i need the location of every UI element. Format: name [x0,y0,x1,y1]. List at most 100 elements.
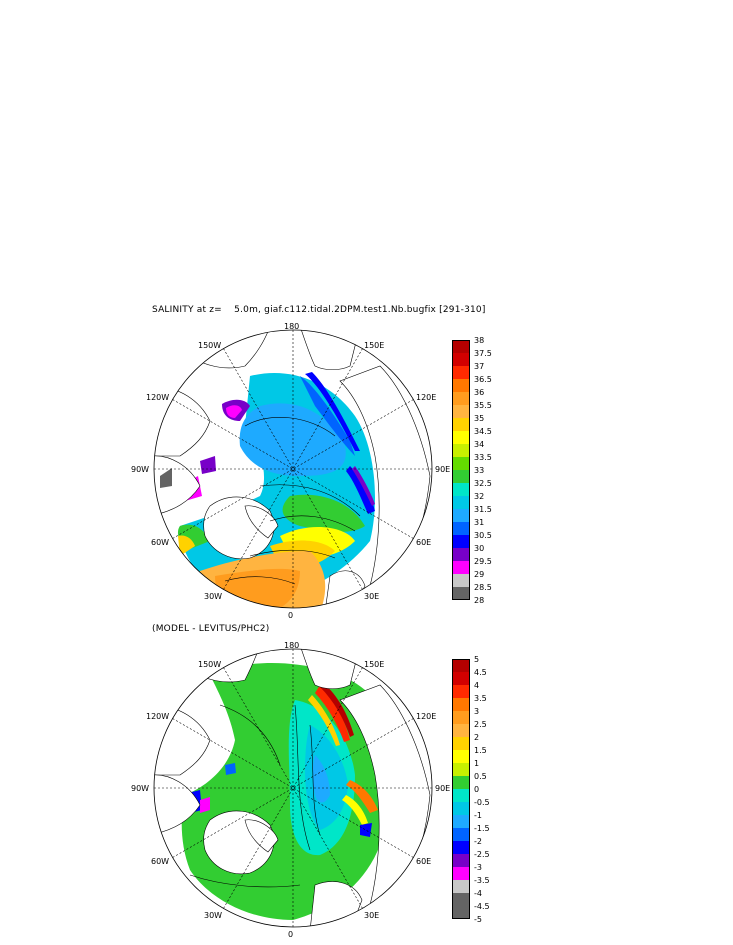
bottom-colorbar-label: -3.5 [474,876,490,885]
top-colorbar-label: 32.5 [474,479,492,488]
bottom-colorbar-segment [452,724,470,737]
top-colorbar-segment [452,379,470,392]
top-colorbar-segment [452,431,470,444]
bottom-colorbar-label: 2 [474,733,480,742]
bottom-colorbar-segment [452,802,470,815]
top-colorbar-label: 29.5 [474,557,492,566]
top-colorbar-label: 29 [474,570,485,579]
top-colorbar-label: 35 [474,414,485,423]
bottom-colorbar-segment [452,906,470,919]
top-colorbar-label: 33 [474,466,485,475]
bottom-lon-label-150e: 150E [364,660,385,669]
top-colorbar-label: 30 [474,544,485,553]
top-colorbar-label: 28 [474,596,485,605]
top-lon-label-30e: 30E [364,592,380,601]
top-colorbar-label: 33.5 [474,453,492,462]
bottom-colorbar-label: 2.5 [474,720,487,729]
bottom-colorbar-label: -0.5 [474,798,490,807]
top-colorbar-segment [452,457,470,470]
top-colorbar-segment [452,561,470,574]
top-lon-label-120e: 120E [416,393,437,402]
bottom-lon-label-120w: 120W [146,712,170,721]
top-colorbar-segment [452,548,470,561]
top-lon-label-60w: 60W [151,538,170,547]
bottom-colorbar-label: 1.5 [474,746,487,755]
top-colorbar-segment [452,392,470,405]
bottom-colorbar-segment [452,672,470,685]
bottom-colorbar-segment [452,854,470,867]
bottom-colorbar-label: -1.5 [474,824,490,833]
top-colorbar-segment [452,353,470,366]
bottom-colorbar-segment [452,828,470,841]
bottom-colorbar-segment [452,659,470,672]
top-colorbar-label: 31.5 [474,505,492,514]
top-lon-label-0: 0 [288,611,294,620]
bottom-colorbar: 5 4.5 4 3.5 3 2.5 2 1.5 1 0.5 0 -0.5 -1 -1.5 -2 -2.5 -3 -… [452,655,512,924]
bottom-colorbar-label: 4 [474,681,480,690]
top-salinity-map [153,329,433,609]
bottom-colorbar-label: 3 [474,707,480,716]
top-colorbar-label: 36 [474,388,485,397]
top-colorbar-label: 32 [474,492,485,501]
top-colorbar-segment [452,496,470,509]
bottom-lon-label-120e: 120E [416,712,437,721]
top-lon-label-60e: 60E [416,538,432,547]
top-lon-label-120w: 120W [146,393,170,402]
bottom-colorbar-label: -4 [474,889,482,898]
bottom-lon-label-30e: 30E [364,911,380,920]
bottom-difference-map [153,648,433,928]
top-lon-label-150e: 150E [364,341,385,350]
bottom-colorbar-label: 5 [474,655,480,664]
bottom-colorbar-segment [452,880,470,893]
top-lon-label-150w: 150W [198,341,222,350]
top-colorbar-segment [452,444,470,457]
top-colorbar-label: 30.5 [474,531,492,540]
bottom-colorbar-segment [452,841,470,854]
bottom-colorbar-label: -2 [474,837,482,846]
top-colorbar-label: 36.5 [474,375,492,384]
bottom-colorbar-segment [452,815,470,828]
top-colorbar-label: 35.5 [474,401,492,410]
top-colorbar-label: 38 [474,336,485,345]
bottom-lon-label-180: 180 [284,641,300,650]
top-colorbar-segment [452,483,470,496]
bottom-lon-label-90w: 90W [131,784,150,793]
top-colorbar-segment [452,340,470,353]
top-colorbar-segment [452,587,470,600]
bottom-colorbar-segment [452,711,470,724]
bottom-colorbar-label: -1 [474,811,482,820]
bottom-colorbar-label: -2.5 [474,850,490,859]
top-colorbar-segment [452,522,470,535]
top-colorbar: 38 37.5 37 36.5 36 35.5 35 34.5 34 33.5 33 32.5 32 31… [452,336,512,605]
bottom-colorbar-segment [452,789,470,802]
bottom-colorbar-segment [452,763,470,776]
bottom-lon-label-60e: 60E [416,857,432,866]
top-colorbar-segment [452,535,470,548]
top-colorbar-label: 31 [474,518,485,527]
top-colorbar-label: 37.5 [474,349,492,358]
top-colorbar-label: 37 [474,362,485,371]
top-lon-label-180: 180 [284,322,300,331]
bottom-colorbar-segment [452,776,470,789]
top-colorbar-label: 34 [474,440,485,449]
bottom-colorbar-label: 0.5 [474,772,487,781]
top-colorbar-segment [452,574,470,587]
bottom-colorbar-label: 3.5 [474,694,487,703]
bottom-lon-label-150w: 150W [198,660,222,669]
bottom-colorbar-segment [452,893,470,906]
top-colorbar-segment [452,405,470,418]
top-colorbar-label: 28.5 [474,583,492,592]
bottom-panel-title: (MODEL - LEVITUS/PHC2) [152,624,270,634]
bottom-colorbar-segment [452,867,470,880]
top-lon-label-90w: 90W [131,465,150,474]
bottom-colorbar-label: 0 [474,785,480,794]
top-colorbar-segment [452,366,470,379]
top-colorbar-label: 34.5 [474,427,492,436]
bottom-colorbar-segment [452,685,470,698]
bottom-lon-label-0: 0 [288,930,294,939]
bottom-colorbar-segment [452,698,470,711]
top-panel-title: SALINITY at z= 5.0m, giaf.c112.tidal.2DP… [152,305,486,315]
bottom-colorbar-segment [452,737,470,750]
bottom-colorbar-segment [452,750,470,763]
top-colorbar-segment [452,509,470,522]
